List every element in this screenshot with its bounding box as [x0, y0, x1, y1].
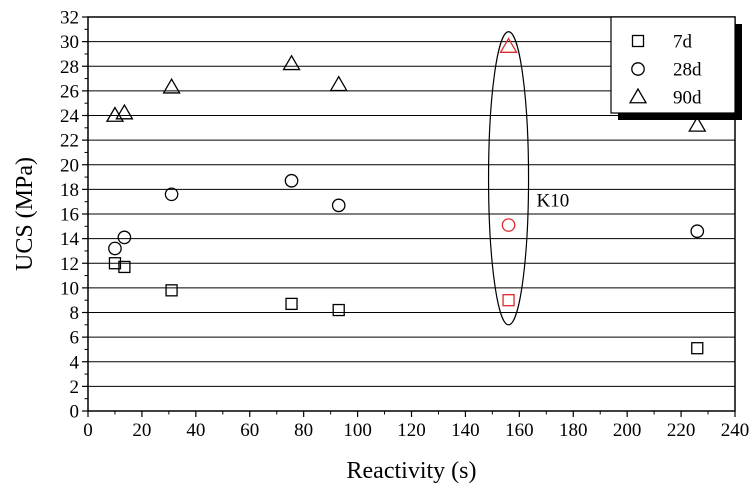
- 90d-point: [688, 116, 707, 132]
- highlight-group: K10: [487, 31, 570, 326]
- y-tick-label: 14: [60, 229, 80, 250]
- x-tick-label: 80: [294, 420, 313, 441]
- x-tick-label: 60: [240, 420, 259, 441]
- legend-label-90d: 90d: [673, 88, 702, 109]
- x-tick-label: 40: [186, 420, 205, 441]
- legend-marker-7d: [631, 34, 645, 48]
- 7d-point: [165, 284, 178, 297]
- y-tick-label: 8: [70, 303, 80, 324]
- y-tick-label: 10: [60, 278, 79, 299]
- x-tick-label: 140: [451, 420, 480, 441]
- y-tick-label: 16: [60, 205, 79, 226]
- 90d-point: [282, 54, 301, 71]
- y-tick-label: 2: [70, 377, 80, 398]
- highlight-label: K10: [537, 190, 570, 211]
- y-tick-label: 6: [70, 328, 80, 349]
- y-tick-label: 12: [60, 254, 79, 275]
- 28d-point: [108, 241, 122, 256]
- x-tick-label: 220: [667, 420, 696, 441]
- x-tick-label: 0: [83, 420, 93, 441]
- y-tick-label: 26: [60, 81, 79, 102]
- legend-label-28d: 28d: [673, 60, 702, 81]
- y-axis-label: UCS (MPa): [12, 157, 38, 271]
- y-tick-label: 32: [60, 8, 79, 29]
- 7d-point: [332, 303, 345, 317]
- y-tick-label: 22: [60, 131, 79, 152]
- 28d-point: [284, 173, 299, 188]
- 28d-point: [117, 230, 132, 245]
- 28d-point: [331, 198, 346, 213]
- 28d-point: [501, 218, 516, 232]
- x-tick-label: 120: [397, 420, 426, 441]
- 7d-point: [285, 297, 298, 311]
- y-tick-label: 0: [70, 402, 80, 423]
- y-tick-label: 28: [60, 57, 79, 78]
- 7d-point: [108, 257, 122, 270]
- x-tick-label: 200: [613, 420, 642, 441]
- 7d-point: [502, 294, 515, 307]
- 28d-point: [164, 187, 179, 202]
- x-axis-label: Reactivity (s): [347, 458, 477, 484]
- x-tick-label: 20: [132, 420, 151, 441]
- legend-marker-90d: [628, 87, 648, 104]
- y-tick-label: 18: [60, 180, 79, 201]
- legend-box: [610, 16, 736, 114]
- 28d-point: [690, 224, 705, 239]
- 90d-point: [329, 75, 348, 92]
- y-tick-label: 24: [60, 106, 80, 127]
- y-tick-label: 4: [70, 352, 80, 373]
- 7d-point: [691, 342, 704, 355]
- data-markers: [105, 37, 707, 355]
- 7d-point: [118, 260, 131, 274]
- y-tick-label: 30: [60, 32, 79, 53]
- x-tick-label: 240: [721, 420, 750, 441]
- x-tick-label: 160: [505, 420, 534, 441]
- highlight-ellipse: [487, 31, 530, 326]
- legend-label-7d: 7d: [673, 32, 693, 53]
- x-axis: 0 20 40 60 80 100 120 140 160 180 200 220 240: [83, 411, 749, 441]
- legend: 7d 28d 90d: [610, 16, 742, 120]
- 90d-point: [499, 37, 518, 53]
- legend-marker-28d: [631, 62, 645, 76]
- 90d-point: [115, 103, 134, 120]
- x-tick-label: 180: [559, 420, 588, 441]
- 90d-point: [162, 77, 181, 94]
- x-tick-label: 100: [343, 420, 372, 441]
- y-tick-label: 20: [60, 155, 79, 176]
